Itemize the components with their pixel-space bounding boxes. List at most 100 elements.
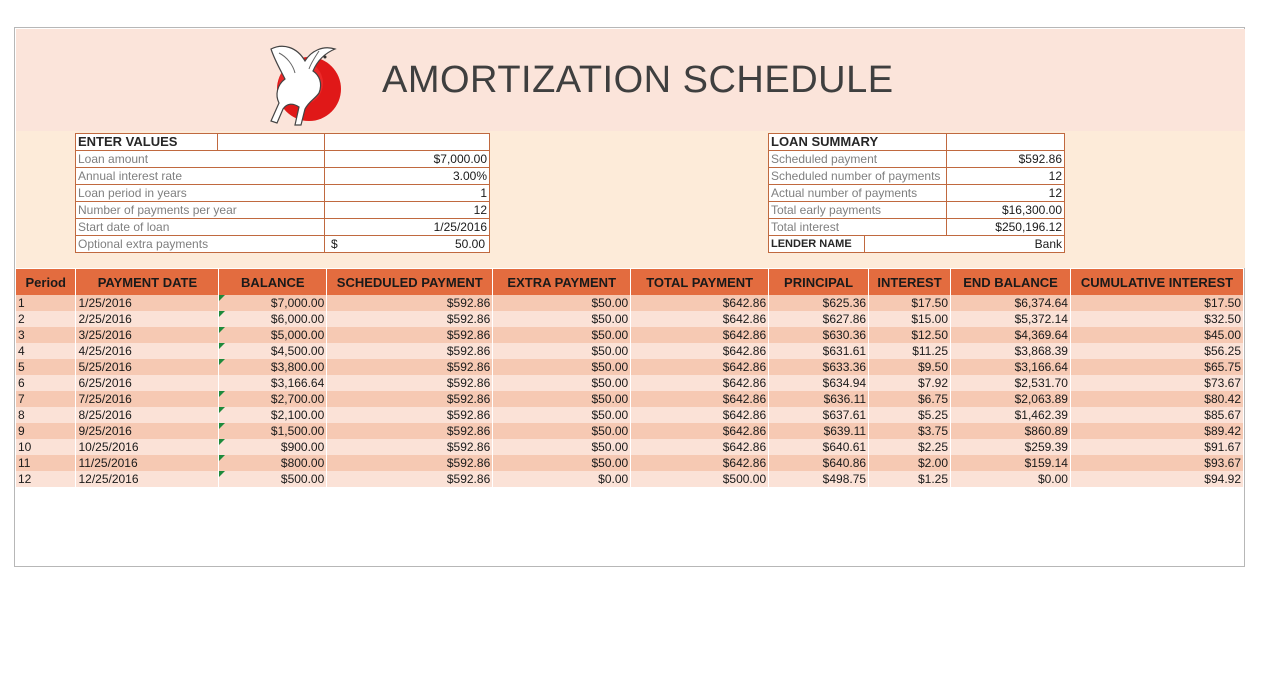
cell-total-payment[interactable]: $500.00 xyxy=(630,471,770,487)
cell-period[interactable]: 6 xyxy=(16,375,77,391)
cell-principal[interactable]: $640.86 xyxy=(768,455,870,471)
cell-end-balance[interactable]: $3,868.39 xyxy=(950,343,1071,359)
cell-cumulative-interest[interactable]: $89.42 xyxy=(1070,423,1245,439)
cell-cumulative-interest[interactable]: $94.92 xyxy=(1070,471,1245,487)
cell-end-balance[interactable]: $860.89 xyxy=(950,423,1071,439)
cell-cumulative-interest[interactable]: $85.67 xyxy=(1070,407,1245,423)
cell-end-balance[interactable]: $0.00 xyxy=(950,471,1071,487)
cell-scheduled-payment[interactable]: $592.86 xyxy=(326,439,494,455)
cell-interest[interactable]: $5.25 xyxy=(868,407,952,423)
cell-principal[interactable]: $627.86 xyxy=(768,311,870,327)
cell-extra-payment[interactable]: $50.00 xyxy=(492,327,632,343)
cell-end-balance[interactable]: $1,462.39 xyxy=(950,407,1071,423)
cell-cumulative-interest[interactable]: $91.67 xyxy=(1070,439,1245,455)
cell-scheduled-payment[interactable]: $592.86 xyxy=(326,471,494,487)
interest-rate-input[interactable]: 3.00% xyxy=(324,167,490,185)
cell-payment-date[interactable]: 4/25/2016 xyxy=(75,343,220,359)
cell-scheduled-payment[interactable]: $592.86 xyxy=(326,327,494,343)
cell-scheduled-payment[interactable]: $592.86 xyxy=(326,407,494,423)
cell-payment-date[interactable]: 5/25/2016 xyxy=(75,359,220,375)
cell-cumulative-interest[interactable]: $80.42 xyxy=(1070,391,1245,407)
column-header-total-payment[interactable]: TOTAL PAYMENT xyxy=(630,269,770,295)
cell-extra-payment[interactable]: $50.00 xyxy=(492,359,632,375)
cell-scheduled-payment[interactable]: $592.86 xyxy=(326,311,494,327)
cell-cumulative-interest[interactable]: $32.50 xyxy=(1070,311,1245,327)
cell-extra-payment[interactable]: $50.00 xyxy=(492,375,632,391)
cell-principal[interactable]: $640.61 xyxy=(768,439,870,455)
cell-balance[interactable]: $900.00 xyxy=(218,439,328,455)
cell-balance[interactable]: $3,800.00 xyxy=(218,359,328,375)
column-header-cumulative-interest[interactable]: CUMULATIVE INTEREST xyxy=(1070,269,1245,295)
cell-period[interactable]: 2 xyxy=(16,311,77,327)
cell-scheduled-payment[interactable]: $592.86 xyxy=(326,359,494,375)
payments-per-year-input[interactable]: 12 xyxy=(324,201,490,219)
cell-total-payment[interactable]: $642.86 xyxy=(630,311,770,327)
cell-balance[interactable]: $7,000.00 xyxy=(218,295,328,311)
cell-total-payment[interactable]: $642.86 xyxy=(630,359,770,375)
cell-period[interactable]: 12 xyxy=(16,471,77,487)
cell-principal[interactable]: $625.36 xyxy=(768,295,870,311)
lender-name-input[interactable]: Bank xyxy=(864,235,1065,253)
cell-scheduled-payment[interactable]: $592.86 xyxy=(326,423,494,439)
cell-interest[interactable]: $17.50 xyxy=(868,295,952,311)
column-header-interest[interactable]: INTEREST xyxy=(868,269,952,295)
cell-payment-date[interactable]: 1/25/2016 xyxy=(75,295,220,311)
cell-end-balance[interactable]: $3,166.64 xyxy=(950,359,1071,375)
cell-total-payment[interactable]: $642.86 xyxy=(630,391,770,407)
cell-extra-payment[interactable]: $50.00 xyxy=(492,391,632,407)
cell-period[interactable]: 7 xyxy=(16,391,77,407)
column-header-payment-date[interactable]: PAYMENT DATE xyxy=(75,269,220,295)
cell-end-balance[interactable]: $6,374.64 xyxy=(950,295,1071,311)
column-header-period[interactable]: Period xyxy=(16,269,77,295)
cell-payment-date[interactable]: 6/25/2016 xyxy=(75,375,220,391)
cell-end-balance[interactable]: $2,063.89 xyxy=(950,391,1071,407)
cell-total-payment[interactable]: $642.86 xyxy=(630,343,770,359)
cell-cumulative-interest[interactable]: $17.50 xyxy=(1070,295,1245,311)
cell-interest[interactable]: $1.25 xyxy=(868,471,952,487)
start-date-input[interactable]: 1/25/2016 xyxy=(324,218,490,236)
cell-period[interactable]: 11 xyxy=(16,455,77,471)
cell-payment-date[interactable]: 11/25/2016 xyxy=(75,455,220,471)
cell-cumulative-interest[interactable]: $65.75 xyxy=(1070,359,1245,375)
cell-scheduled-payment[interactable]: $592.86 xyxy=(326,455,494,471)
cell-period[interactable]: 5 xyxy=(16,359,77,375)
cell-interest[interactable]: $2.25 xyxy=(868,439,952,455)
cell-payment-date[interactable]: 7/25/2016 xyxy=(75,391,220,407)
cell-balance[interactable]: $5,000.00 xyxy=(218,327,328,343)
cell-principal[interactable]: $639.11 xyxy=(768,423,870,439)
cell-payment-date[interactable]: 3/25/2016 xyxy=(75,327,220,343)
cell-cumulative-interest[interactable]: $93.67 xyxy=(1070,455,1245,471)
cell-principal[interactable]: $633.36 xyxy=(768,359,870,375)
cell-extra-payment[interactable]: $50.00 xyxy=(492,407,632,423)
cell-end-balance[interactable]: $159.14 xyxy=(950,455,1071,471)
extra-payments-input[interactable]: $ 50.00 xyxy=(324,235,490,253)
cell-balance[interactable]: $1,500.00 xyxy=(218,423,328,439)
cell-total-payment[interactable]: $642.86 xyxy=(630,407,770,423)
cell-interest[interactable]: $9.50 xyxy=(868,359,952,375)
cell-payment-date[interactable]: 10/25/2016 xyxy=(75,439,220,455)
cell-end-balance[interactable]: $259.39 xyxy=(950,439,1071,455)
cell-principal[interactable]: $636.11 xyxy=(768,391,870,407)
cell-payment-date[interactable]: 2/25/2016 xyxy=(75,311,220,327)
cell-cumulative-interest[interactable]: $45.00 xyxy=(1070,327,1245,343)
cell-period[interactable]: 1 xyxy=(16,295,77,311)
cell-interest[interactable]: $3.75 xyxy=(868,423,952,439)
cell-interest[interactable]: $15.00 xyxy=(868,311,952,327)
cell-scheduled-payment[interactable]: $592.86 xyxy=(326,295,494,311)
cell-payment-date[interactable]: 9/25/2016 xyxy=(75,423,220,439)
cell-scheduled-payment[interactable]: $592.86 xyxy=(326,391,494,407)
column-header-scheduled-payment[interactable]: SCHEDULED PAYMENT xyxy=(326,269,494,295)
cell-principal[interactable]: $631.61 xyxy=(768,343,870,359)
cell-cumulative-interest[interactable]: $73.67 xyxy=(1070,375,1245,391)
cell-extra-payment[interactable]: $50.00 xyxy=(492,311,632,327)
cell-period[interactable]: 8 xyxy=(16,407,77,423)
cell-end-balance[interactable]: $4,369.64 xyxy=(950,327,1071,343)
cell-period[interactable]: 9 xyxy=(16,423,77,439)
column-header-end-balance[interactable]: END BALANCE xyxy=(950,269,1071,295)
cell-balance[interactable]: $6,000.00 xyxy=(218,311,328,327)
cell-end-balance[interactable]: $2,531.70 xyxy=(950,375,1071,391)
cell-extra-payment[interactable]: $50.00 xyxy=(492,423,632,439)
cell-interest[interactable]: $12.50 xyxy=(868,327,952,343)
column-header-principal[interactable]: PRINCIPAL xyxy=(768,269,870,295)
loan-period-input[interactable]: 1 xyxy=(324,184,490,202)
